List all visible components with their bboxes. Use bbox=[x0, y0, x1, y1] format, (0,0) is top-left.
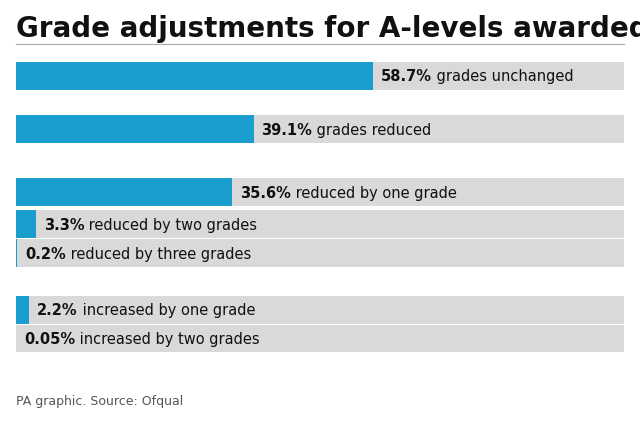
Text: 0.05%: 0.05% bbox=[24, 331, 75, 346]
Text: 3.3%: 3.3% bbox=[44, 217, 84, 232]
Bar bbox=[16, 116, 624, 144]
Text: reduced by three grades: reduced by three grades bbox=[66, 246, 251, 261]
Text: reduced by two grades: reduced by two grades bbox=[84, 217, 257, 232]
Bar bbox=[16, 63, 624, 91]
Bar bbox=[16, 179, 624, 206]
Bar bbox=[16, 116, 253, 144]
Bar bbox=[16, 210, 624, 239]
Bar bbox=[16, 179, 232, 206]
Bar bbox=[16, 325, 624, 353]
Bar bbox=[16, 239, 17, 268]
Text: increased by one grade: increased by one grade bbox=[77, 302, 255, 318]
Bar bbox=[16, 63, 373, 91]
Bar bbox=[16, 210, 36, 239]
Text: PA graphic. Source: Ofqual: PA graphic. Source: Ofqual bbox=[16, 394, 183, 407]
Text: 0.2%: 0.2% bbox=[25, 246, 66, 261]
Bar bbox=[16, 296, 29, 324]
Text: reduced by one grade: reduced by one grade bbox=[291, 185, 457, 200]
Text: 39.1%: 39.1% bbox=[261, 122, 312, 138]
Text: increased by two grades: increased by two grades bbox=[75, 331, 260, 346]
Text: 35.6%: 35.6% bbox=[240, 185, 291, 200]
Text: grades unchanged: grades unchanged bbox=[431, 69, 573, 84]
Text: grades reduced: grades reduced bbox=[312, 122, 431, 138]
Bar bbox=[16, 296, 624, 324]
Bar bbox=[16, 239, 624, 268]
Text: Grade adjustments for A-levels awarded in England: Grade adjustments for A-levels awarded i… bbox=[16, 15, 640, 43]
Text: 58.7%: 58.7% bbox=[381, 69, 431, 84]
Text: 2.2%: 2.2% bbox=[37, 302, 77, 318]
